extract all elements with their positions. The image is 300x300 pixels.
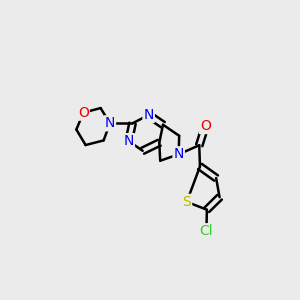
Text: N: N [105,116,115,130]
Text: Cl: Cl [200,224,213,238]
Text: O: O [78,106,89,120]
Text: O: O [200,119,211,133]
Text: S: S [182,195,191,209]
Text: N: N [173,147,184,161]
Text: N: N [124,134,134,148]
Text: N: N [143,108,154,122]
